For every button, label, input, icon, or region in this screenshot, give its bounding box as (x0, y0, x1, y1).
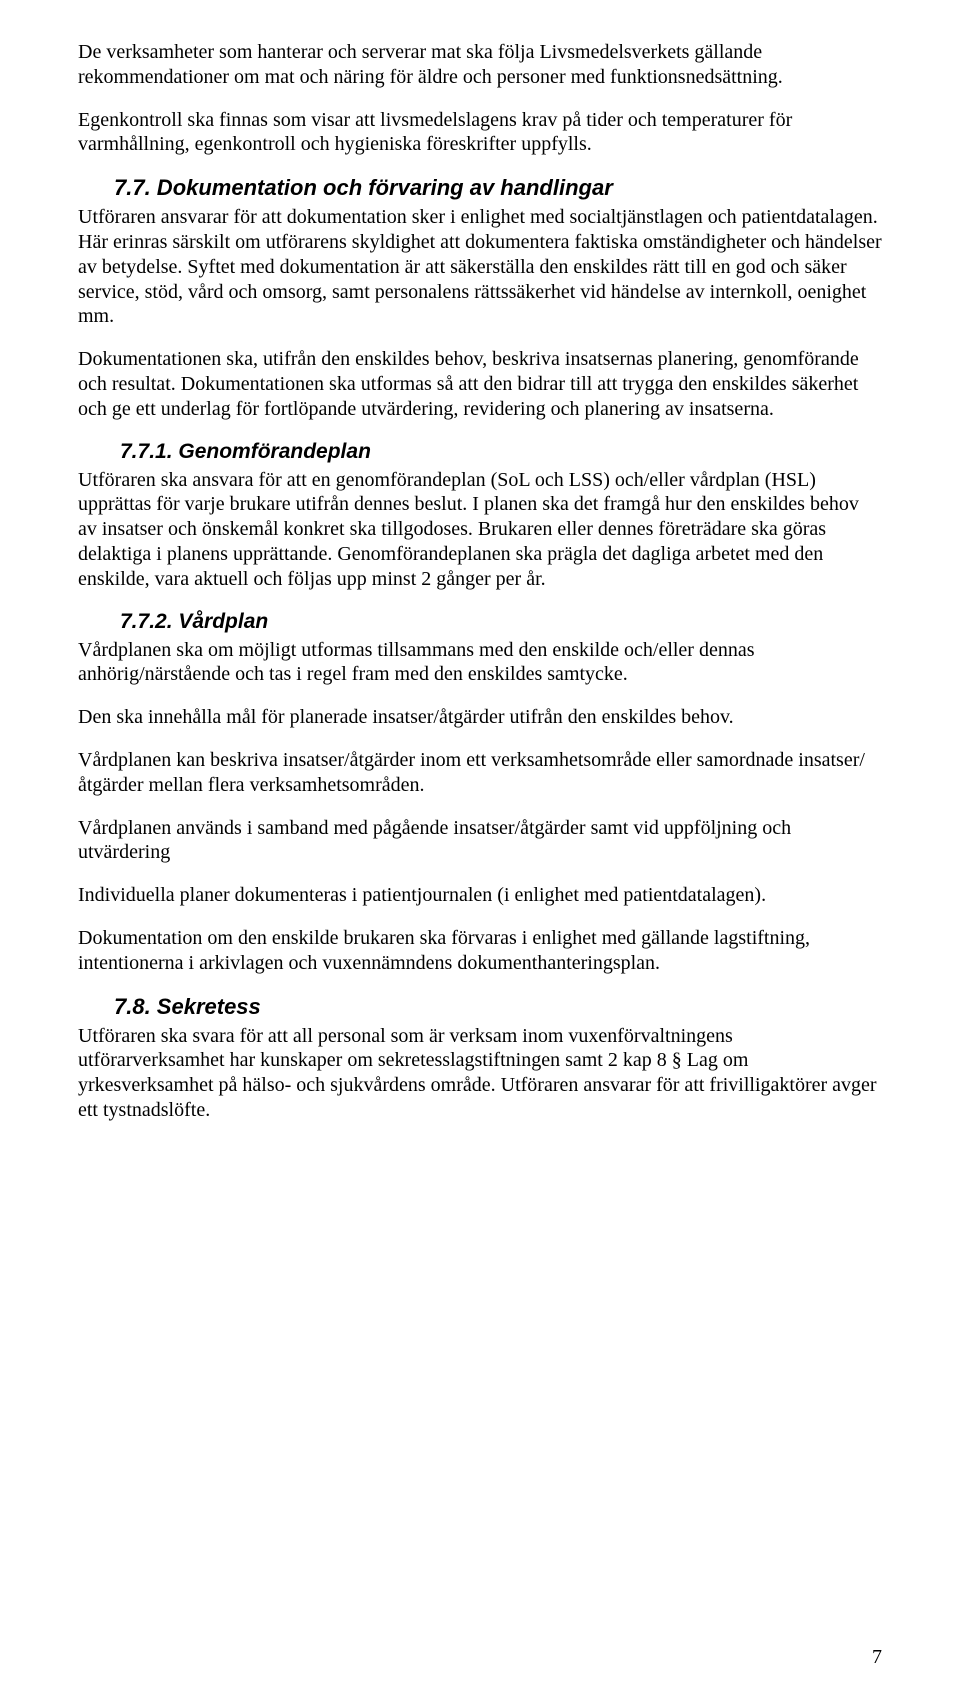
paragraph: Dokumentation om den enskilde brukaren s… (78, 926, 882, 976)
section-7-7-2: 7.7.2. Vårdplan Vårdplanen ska om möjlig… (78, 610, 882, 976)
paragraph: Utföraren ska ansvara för att en genomfö… (78, 468, 882, 592)
page-number: 7 (872, 1646, 882, 1669)
paragraph: De verksamheter som hanterar och servera… (78, 40, 882, 90)
paragraph: Individuella planer dokumenteras i patie… (78, 883, 882, 908)
section-7-7-1: 7.7.1. Genomförandeplan Utföraren ska an… (78, 440, 882, 592)
paragraph: Vårdplanen kan beskriva insatser/åtgärde… (78, 748, 882, 798)
heading-7-7-2: 7.7.2. Vårdplan (120, 610, 882, 634)
heading-7-7: 7.7. Dokumentation och förvaring av hand… (114, 175, 882, 201)
paragraph: Vårdplanen ska om möjligt utformas tills… (78, 638, 882, 688)
paragraph: Egenkontroll ska finnas som visar att li… (78, 108, 882, 158)
section-7-7: 7.7. Dokumentation och förvaring av hand… (78, 175, 882, 421)
paragraph: Utföraren ansvarar för att dokumentation… (78, 205, 882, 329)
section-7-8: 7.8. Sekretess Utföraren ska svara för a… (78, 994, 882, 1123)
paragraph: Utföraren ska svara för att all personal… (78, 1024, 882, 1123)
paragraph: Den ska innehålla mål för planerade insa… (78, 705, 882, 730)
paragraph: Dokumentationen ska, utifrån den enskild… (78, 347, 882, 421)
document-page: De verksamheter som hanterar och servera… (0, 0, 960, 1701)
paragraph: Vårdplanen används i samband med pågåend… (78, 816, 882, 866)
heading-7-8: 7.8. Sekretess (114, 994, 882, 1020)
heading-7-7-1: 7.7.1. Genomförandeplan (120, 440, 882, 464)
